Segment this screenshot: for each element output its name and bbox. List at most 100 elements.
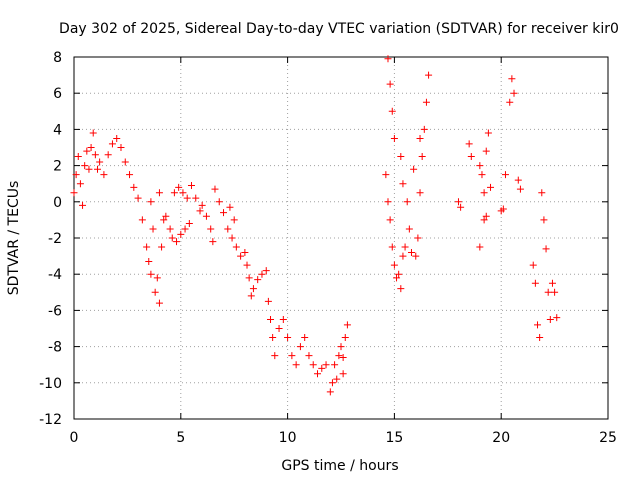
data-point <box>482 212 490 220</box>
data-point <box>388 107 396 115</box>
data-point <box>480 189 488 197</box>
data-point <box>254 276 262 284</box>
data-point <box>170 189 178 197</box>
y-tick-label: -2 <box>48 231 62 247</box>
data-point <box>153 274 161 282</box>
data-point <box>126 171 134 179</box>
data-point <box>551 288 559 296</box>
data-point <box>79 201 87 209</box>
data-point <box>237 252 245 260</box>
data-point <box>393 274 401 282</box>
y-tick-label: 6 <box>53 86 62 102</box>
data-point <box>215 198 223 206</box>
data-point <box>207 225 215 233</box>
data-point <box>339 353 347 361</box>
data-point <box>243 261 251 269</box>
data-point <box>326 388 334 396</box>
data-point <box>155 189 163 197</box>
data-point <box>487 183 495 191</box>
data-point <box>192 194 200 202</box>
data-point <box>202 212 210 220</box>
data-point <box>382 171 390 179</box>
data-point <box>292 361 300 369</box>
data-point <box>414 234 422 242</box>
data-point <box>318 364 326 372</box>
data-point <box>166 225 174 233</box>
data-point <box>476 243 484 251</box>
data-point <box>220 209 228 217</box>
data-point <box>162 212 170 220</box>
data-point <box>420 125 428 133</box>
data-point <box>399 252 407 260</box>
data-point <box>544 288 552 296</box>
data-point <box>100 171 108 179</box>
data-point <box>183 194 191 202</box>
data-point <box>168 234 176 242</box>
data-point <box>258 270 266 278</box>
y-tick-label: -8 <box>48 340 62 356</box>
data-point <box>343 321 351 329</box>
data-point <box>322 361 330 369</box>
data-point <box>465 140 473 148</box>
data-point <box>397 285 405 293</box>
data-point <box>158 243 166 251</box>
data-point <box>113 134 121 142</box>
data-point <box>478 171 486 179</box>
x-tick-label: 5 <box>176 430 185 446</box>
data-point <box>501 171 509 179</box>
data-point <box>149 225 157 233</box>
y-tick-label: -12 <box>39 412 62 428</box>
data-point <box>76 180 84 188</box>
data-point <box>416 134 424 142</box>
data-points <box>70 55 561 396</box>
data-point <box>405 225 413 233</box>
data-point <box>249 285 257 293</box>
data-point <box>138 216 146 224</box>
data-point <box>145 258 153 266</box>
data-point <box>228 234 236 242</box>
data-point <box>275 325 283 332</box>
data-point <box>134 194 142 202</box>
y-tick-label: 8 <box>53 50 62 66</box>
x-tick-label: 15 <box>385 430 403 446</box>
y-tick-label: 0 <box>53 195 62 211</box>
data-point <box>454 198 462 206</box>
data-point <box>96 158 104 166</box>
data-point <box>224 225 232 233</box>
data-point <box>339 370 347 378</box>
data-point <box>175 183 183 191</box>
data-point <box>70 189 78 197</box>
data-point <box>416 189 424 197</box>
data-point <box>211 185 219 193</box>
data-point <box>177 230 185 238</box>
data-point <box>386 216 394 224</box>
data-point <box>85 165 93 173</box>
data-point <box>331 361 339 369</box>
data-point <box>91 151 99 159</box>
data-point <box>155 299 163 307</box>
data-point <box>401 243 409 251</box>
data-point <box>514 176 522 184</box>
data-point <box>467 153 475 161</box>
data-point <box>247 292 255 300</box>
data-point <box>425 71 433 79</box>
data-point <box>457 203 465 211</box>
y-tick-labels: -12 -10 -8 -6 -4 -2 0 2 4 6 8 <box>39 50 62 428</box>
data-point <box>538 189 546 197</box>
y-tick-label: -10 <box>39 376 62 392</box>
data-point <box>104 151 112 159</box>
data-point <box>305 352 313 360</box>
data-point <box>179 189 187 197</box>
data-point <box>516 185 524 193</box>
data-point <box>230 216 238 224</box>
data-point <box>187 182 195 190</box>
data-point <box>81 162 89 170</box>
data-point <box>93 165 101 173</box>
data-point <box>412 252 420 260</box>
data-point <box>335 352 343 360</box>
data-point <box>508 75 516 83</box>
data-point <box>536 334 544 342</box>
data-point <box>271 352 279 360</box>
data-point <box>147 198 155 206</box>
data-point <box>83 147 91 155</box>
